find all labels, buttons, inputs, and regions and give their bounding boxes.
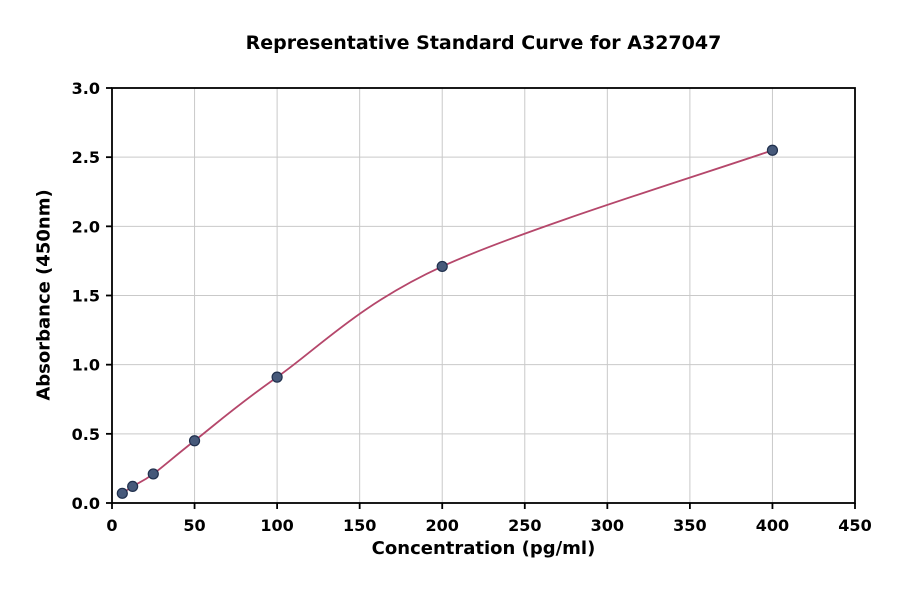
data-point	[188, 435, 201, 447]
y-tick-label: 1.5	[72, 287, 100, 306]
data-point	[436, 260, 448, 273]
y-tick-label: 0.0	[72, 494, 100, 513]
data-point	[147, 468, 159, 480]
y-tick-label: 0.5	[72, 425, 100, 444]
data-point	[127, 480, 139, 492]
x-tick-label: 150	[343, 516, 376, 535]
x-tick-label: 450	[838, 516, 871, 535]
y-tick-label: 2.0	[72, 217, 100, 236]
x-axis-label: Concentration (pg/ml)	[371, 538, 596, 559]
x-tick-label: 50	[183, 516, 205, 535]
y-tick-label: 2.5	[72, 148, 100, 167]
standard-curve-line	[121, 149, 773, 495]
data-point	[116, 487, 128, 499]
data-point	[766, 144, 779, 156]
x-tick-label: 0	[106, 516, 117, 535]
data-point	[271, 371, 283, 383]
x-tick-label: 300	[591, 516, 624, 535]
y-tick-label: 1.0	[72, 356, 100, 375]
x-tick-label: 400	[756, 516, 789, 535]
chart-title: Representative Standard Curve for A32704…	[245, 32, 722, 54]
x-tick-label: 200	[426, 516, 459, 535]
x-tick-label: 100	[260, 516, 293, 535]
y-tick-label: 3.0	[72, 79, 100, 98]
x-tick-label: 250	[508, 516, 541, 535]
x-tick-label: 350	[673, 516, 706, 535]
